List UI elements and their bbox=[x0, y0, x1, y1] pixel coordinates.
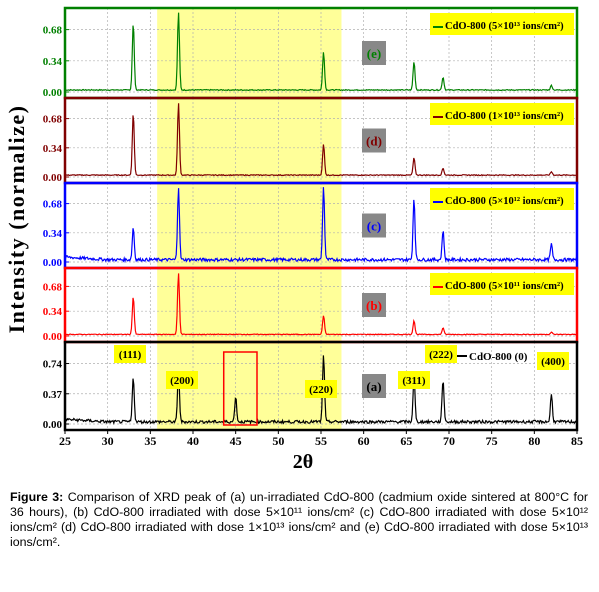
y-tick-label: 0.00 bbox=[43, 257, 63, 269]
legend-label-e: CdO-800 (5×10¹³ ions/cm²) bbox=[445, 21, 564, 32]
panel-letter-d: (d) bbox=[366, 134, 382, 149]
peak-label: (400) bbox=[541, 356, 565, 368]
y-tick-label: 0.74 bbox=[43, 359, 63, 371]
peak-label: (111) bbox=[119, 349, 142, 361]
series-line-d bbox=[64, 103, 577, 177]
x-tick-label: 55 bbox=[315, 434, 327, 448]
series-line-a bbox=[64, 355, 578, 425]
panel-letter-b: (b) bbox=[366, 298, 382, 313]
peak-label-box bbox=[398, 371, 430, 389]
legend-box-c bbox=[430, 188, 574, 210]
y-tick-label: 0.00 bbox=[43, 419, 63, 431]
peak-label-box bbox=[537, 352, 569, 370]
x-tick-label: 35 bbox=[144, 434, 156, 448]
x-tick-label: 65 bbox=[400, 434, 412, 448]
y-tick-label: 0.34 bbox=[43, 143, 63, 155]
x-tick-label: 85 bbox=[571, 434, 583, 448]
panel-letter-a: (a) bbox=[366, 379, 381, 394]
peak-label-box bbox=[305, 380, 337, 398]
x-tick-label: 80 bbox=[528, 434, 540, 448]
x-tick-label: 50 bbox=[272, 434, 284, 448]
xrd-chart: 0.00 0.34 0.68 (e) CdO-800 (5×10¹³ ions/cm²)… bbox=[4, 6, 583, 473]
legend-label-d: CdO-800 (1×10¹³ ions/cm²) bbox=[445, 111, 564, 122]
y-tick-label: 0.68 bbox=[43, 25, 63, 37]
legend-label-b: CdO-800 (5×10¹¹ ions/cm²) bbox=[445, 281, 564, 292]
panel-badge-a bbox=[362, 374, 386, 398]
peak-label: (222) bbox=[429, 349, 453, 361]
panel-letter-c: (c) bbox=[367, 219, 381, 234]
peak-label: (200) bbox=[170, 375, 194, 387]
y-tick-label: 0.68 bbox=[43, 114, 63, 126]
legend-box-e bbox=[430, 13, 574, 35]
panel-letter-e: (e) bbox=[367, 46, 381, 61]
peak-label-box bbox=[114, 345, 146, 363]
panel-badge-e bbox=[362, 41, 386, 65]
caption-text: Comparison of XRD peak of (a) un-irradia… bbox=[10, 490, 588, 549]
caption-label: Figure 3: bbox=[10, 490, 64, 504]
y-tick-label: 0.68 bbox=[43, 281, 63, 293]
legend-box-d bbox=[430, 103, 574, 125]
x-tick-label: 45 bbox=[230, 434, 242, 448]
y-tick-label: 0.68 bbox=[43, 199, 63, 211]
y-tick-label: 0.34 bbox=[43, 56, 63, 68]
peak-label-box bbox=[425, 345, 457, 363]
x-tick-label: 40 bbox=[187, 434, 199, 448]
series-line-e bbox=[64, 12, 578, 92]
x-tick-label: 30 bbox=[102, 434, 114, 448]
y-tick-label: 0.34 bbox=[43, 228, 63, 240]
x-axis-title: 2θ bbox=[293, 451, 313, 473]
y-tick-label: 0.00 bbox=[43, 331, 63, 343]
x-tick-label: 25 bbox=[59, 434, 71, 448]
y-tick-label: 0.37 bbox=[43, 389, 63, 401]
y-tick-label: 0.00 bbox=[43, 87, 63, 99]
figure-caption: Figure 3: Comparison of XRD peak of (a) … bbox=[10, 490, 588, 550]
x-tick-label: 60 bbox=[358, 434, 370, 448]
peak-label: (220) bbox=[309, 384, 333, 396]
panel-badge-d bbox=[362, 128, 386, 153]
y-tick-label: 0.00 bbox=[43, 172, 63, 184]
y-axis-title: Intensity (normalize) bbox=[4, 105, 29, 334]
series-line-b bbox=[64, 273, 578, 336]
highlight-box bbox=[222, 351, 258, 426]
y-tick-label: 0.34 bbox=[43, 306, 63, 318]
peak-label: (311) bbox=[402, 375, 426, 387]
panel-badge-c bbox=[362, 213, 386, 238]
legend-label-a: CdO-800 (0) bbox=[469, 351, 528, 363]
x-tick-label: 75 bbox=[486, 434, 498, 448]
legend-label-c: CdO-800 (5×10¹² ions/cm²) bbox=[445, 196, 564, 207]
series-line-c bbox=[64, 187, 578, 264]
legend-box-b bbox=[430, 273, 574, 295]
x-tick-label: 70 bbox=[443, 434, 455, 448]
panel-badge-b bbox=[362, 293, 386, 317]
highlight-band bbox=[157, 8, 342, 430]
peak-label-box bbox=[166, 371, 198, 389]
